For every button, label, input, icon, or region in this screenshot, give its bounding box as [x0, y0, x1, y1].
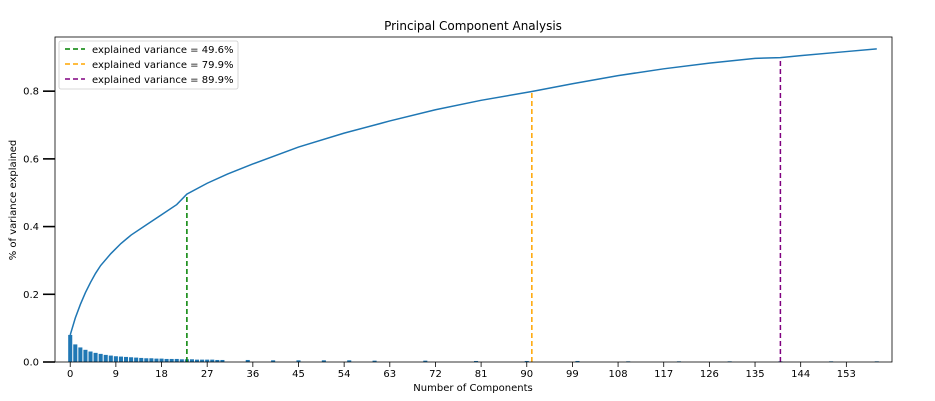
bar: [149, 358, 154, 362]
bar: [179, 359, 184, 362]
x-tick-label: 18: [155, 369, 168, 380]
legend-label-79: explained variance = 79.9%: [92, 60, 234, 71]
y-tick-label: 0.0: [23, 358, 39, 369]
bar: [271, 360, 276, 362]
bar: [174, 358, 179, 362]
plot-frame: [54, 36, 893, 363]
bar: [220, 359, 225, 362]
legend: explained variance = 49.6% explained var…: [58, 40, 239, 90]
bar: [189, 359, 194, 362]
legend-label-49: explained variance = 49.6%: [92, 45, 234, 56]
x-tick-label: 153: [837, 369, 856, 380]
bar: [83, 349, 88, 362]
x-tick-label: 135: [745, 369, 764, 380]
threshold-lines: [186, 57, 782, 362]
bar: [423, 360, 428, 362]
bar: [68, 334, 73, 362]
bar: [195, 359, 200, 362]
x-tick-label: 144: [791, 369, 810, 380]
bar: [164, 358, 169, 362]
legend-label-89: explained variance = 89.9%: [92, 75, 234, 86]
bar: [321, 360, 326, 362]
y-tick-label: 0.6: [23, 154, 39, 165]
bar: [372, 360, 377, 362]
bar: [205, 359, 210, 362]
x-axis-label: Number of Components: [413, 383, 532, 394]
bar: [524, 360, 529, 362]
bar: [347, 360, 352, 362]
legend-frame: [58, 40, 239, 90]
x-tick-label: 0: [67, 369, 73, 380]
y-tick-label: 0.2: [23, 290, 39, 301]
bar: [129, 357, 134, 362]
bar-series: [68, 334, 879, 363]
bar: [200, 359, 205, 362]
bar: [575, 360, 580, 362]
bar: [296, 360, 301, 362]
chart-title: Principal Component Analysis: [384, 19, 562, 33]
bar: [118, 356, 123, 362]
bar: [78, 347, 83, 362]
bar: [139, 357, 144, 362]
x-tick-label: 126: [700, 369, 719, 380]
x-tick-label: 108: [609, 369, 628, 380]
x-axis-ticks: 0 9 18 27 36 45 54 63 72 81 90 99 108 117 126 135 144 153: [67, 362, 856, 380]
x-tick-label: 99: [566, 369, 579, 380]
bar: [154, 358, 159, 362]
bar: [73, 344, 78, 362]
y-axis-ticks: 0.0 0.2 0.4 0.6 0.8: [23, 87, 55, 369]
cumulative-variance-line: [69, 48, 877, 336]
x-tick-label: 81: [475, 369, 488, 380]
bar: [98, 353, 103, 363]
x-tick-label: 36: [246, 369, 259, 380]
bar: [113, 356, 118, 362]
x-tick-label: 27: [201, 369, 214, 380]
bar: [144, 358, 149, 362]
bar: [88, 351, 93, 362]
y-axis-label: % of variance explained: [8, 140, 19, 261]
x-tick-label: 72: [429, 369, 442, 380]
bar: [123, 356, 129, 362]
x-tick-label: 9: [113, 369, 119, 380]
bar: [134, 357, 139, 362]
bar: [245, 359, 250, 362]
y-tick-label: 0.4: [23, 222, 39, 233]
x-tick-label: 45: [292, 369, 305, 380]
y-tick-label: 0.8: [23, 87, 39, 98]
x-tick-label: 54: [338, 369, 351, 380]
bar: [210, 359, 215, 362]
bar: [93, 352, 98, 362]
bar: [215, 359, 220, 362]
bar: [103, 354, 108, 362]
bar: [169, 358, 174, 362]
bar: [159, 358, 164, 362]
x-tick-label: 90: [520, 369, 533, 380]
x-tick-label: 117: [654, 369, 673, 380]
bar: [474, 360, 479, 362]
x-tick-label: 63: [383, 369, 396, 380]
bar: [108, 355, 113, 362]
